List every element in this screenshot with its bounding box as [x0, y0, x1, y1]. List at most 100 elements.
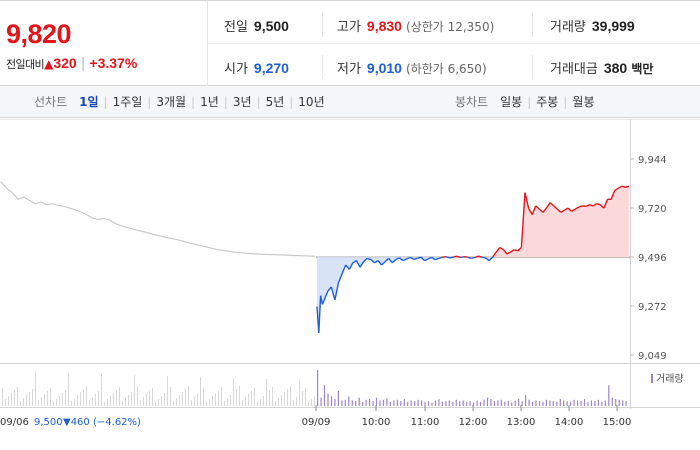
volume-bar — [486, 397, 489, 406]
today-segment — [578, 205, 583, 208]
x-tick-label: 15:00 — [603, 417, 632, 428]
x-tick-label: 10:00 — [362, 417, 391, 428]
volume-bar — [483, 399, 485, 406]
volume-bar — [455, 399, 457, 406]
prev-volume-bar — [137, 386, 138, 406]
prev-volume-bar — [296, 397, 297, 406]
today-segment — [345, 264, 350, 270]
today-segment — [560, 209, 565, 213]
prev-volume-bar — [149, 391, 150, 406]
y-tick-label: 9,049 — [638, 351, 667, 362]
prev-volume-bar — [8, 396, 9, 406]
volume-bar — [393, 400, 395, 406]
prev-volume-bar — [113, 393, 114, 406]
volume-bar — [573, 399, 575, 406]
tab-daily[interactable]: 일봉 — [500, 95, 523, 109]
volume-bar — [528, 399, 530, 406]
volume-bar — [337, 390, 339, 406]
prev-volume-bar — [17, 387, 18, 406]
volume-bar — [317, 370, 319, 406]
prev-volume-bar — [194, 397, 195, 406]
today-segment — [318, 295, 322, 333]
prev-volume-bar — [107, 399, 108, 406]
price-summary: 9,820 전일대비▲320 | +3.37% — [0, 1, 208, 86]
prev-volume-bar — [44, 394, 45, 406]
tab-3m[interactable]: 3개월 — [156, 95, 187, 109]
volume-bar — [431, 402, 433, 406]
volume-bar — [452, 401, 454, 406]
volume-bar — [375, 397, 378, 406]
prev-volume-bar — [68, 373, 69, 406]
today-segment — [348, 262, 354, 270]
volume-bar — [597, 399, 599, 406]
today-segment — [502, 249, 508, 255]
prev-volume-bar — [89, 400, 90, 406]
prev-volume-bar — [155, 402, 156, 406]
today-segment — [603, 199, 609, 209]
tab-5y[interactable]: 5년 — [265, 95, 285, 109]
volume-bar — [587, 401, 589, 406]
change-rate: +3.37% — [89, 55, 138, 71]
volume-bar — [469, 401, 471, 406]
prev-volume-bar — [23, 398, 24, 406]
tab-1d[interactable]: 1일 — [79, 95, 99, 109]
volume-bar — [414, 401, 416, 406]
y-tick-label: 9,944 — [638, 155, 667, 166]
tab-10y[interactable]: 10년 — [298, 95, 325, 109]
today-segment — [321, 299, 325, 305]
intraday-price-chart[interactable]: 9,944 9,720 9,496 9,272 9,049 09/09 10:00 11:0… — [0, 119, 700, 450]
tab-weekly[interactable]: 주봉 — [536, 95, 559, 109]
prev-volume-bar — [74, 398, 75, 406]
prev-volume-bar — [284, 392, 285, 406]
prev-day-date: 09/06 — [0, 417, 29, 428]
volume-bar — [334, 399, 336, 406]
prev-day-series — [0, 181, 316, 257]
prev-volume-bar — [233, 378, 234, 406]
today-segment — [520, 192, 526, 248]
volume-bar — [622, 400, 624, 406]
today-segment — [478, 255, 483, 258]
chart-period-bar: 선차트 1일 | 1주일 | 3개월 | 1년 | 3년 | 5년 | 10년 봉차트 일봉 | 주봉 | 월봉 — [0, 86, 700, 118]
prev-volume-bar — [14, 390, 15, 406]
prev-volume-bar — [176, 398, 177, 406]
today-segment — [585, 204, 590, 207]
volume-bars — [0, 363, 700, 408]
today-segment — [617, 185, 623, 189]
tab-3y[interactable]: 3년 — [232, 95, 252, 109]
today-segment — [363, 257, 368, 263]
tab-monthly[interactable]: 월봉 — [572, 95, 595, 109]
today-segment — [381, 261, 386, 266]
prev-volume-bar — [56, 399, 57, 406]
volume-bar — [556, 401, 558, 406]
prev-volume-bar — [41, 397, 42, 406]
prev-volume-bar — [311, 399, 312, 406]
prev-volume-bar — [164, 393, 165, 406]
volume-bar — [518, 399, 520, 406]
today-segment — [527, 207, 533, 215]
today-segment — [456, 255, 461, 259]
prev-volume-bar — [86, 386, 87, 406]
today-segment — [485, 257, 490, 262]
today-segment — [556, 208, 562, 213]
volume-bar — [323, 385, 326, 406]
prev-volume-bar — [35, 372, 36, 406]
today-segment — [370, 258, 375, 264]
tab-1w[interactable]: 1주일 — [112, 95, 143, 109]
line-chart-tabs: 선차트 1일 | 1주일 | 3개월 | 1년 | 3년 | 5년 | 10년 — [34, 95, 325, 109]
prev-volume-bar — [50, 388, 51, 406]
today-segment — [524, 192, 530, 209]
volume-bar — [542, 401, 544, 406]
volume-bar — [369, 399, 371, 406]
prev-volume-bar — [287, 389, 288, 406]
today-segment — [517, 246, 522, 252]
line-chart-label: 선차트 — [34, 95, 68, 109]
prev-volume-bar — [116, 390, 117, 406]
tab-1y[interactable]: 1년 — [200, 95, 219, 109]
volume-bar — [441, 401, 443, 406]
prev-volume-bar — [26, 395, 27, 406]
volume-bar — [608, 385, 610, 406]
volume-bar — [344, 399, 346, 406]
today-segment — [467, 256, 472, 260]
today-segment — [453, 255, 458, 258]
quote-header: 9,820 전일대비▲320 | +3.37% 전일 9,500 고가 9,830 (상한… — [0, 0, 700, 86]
